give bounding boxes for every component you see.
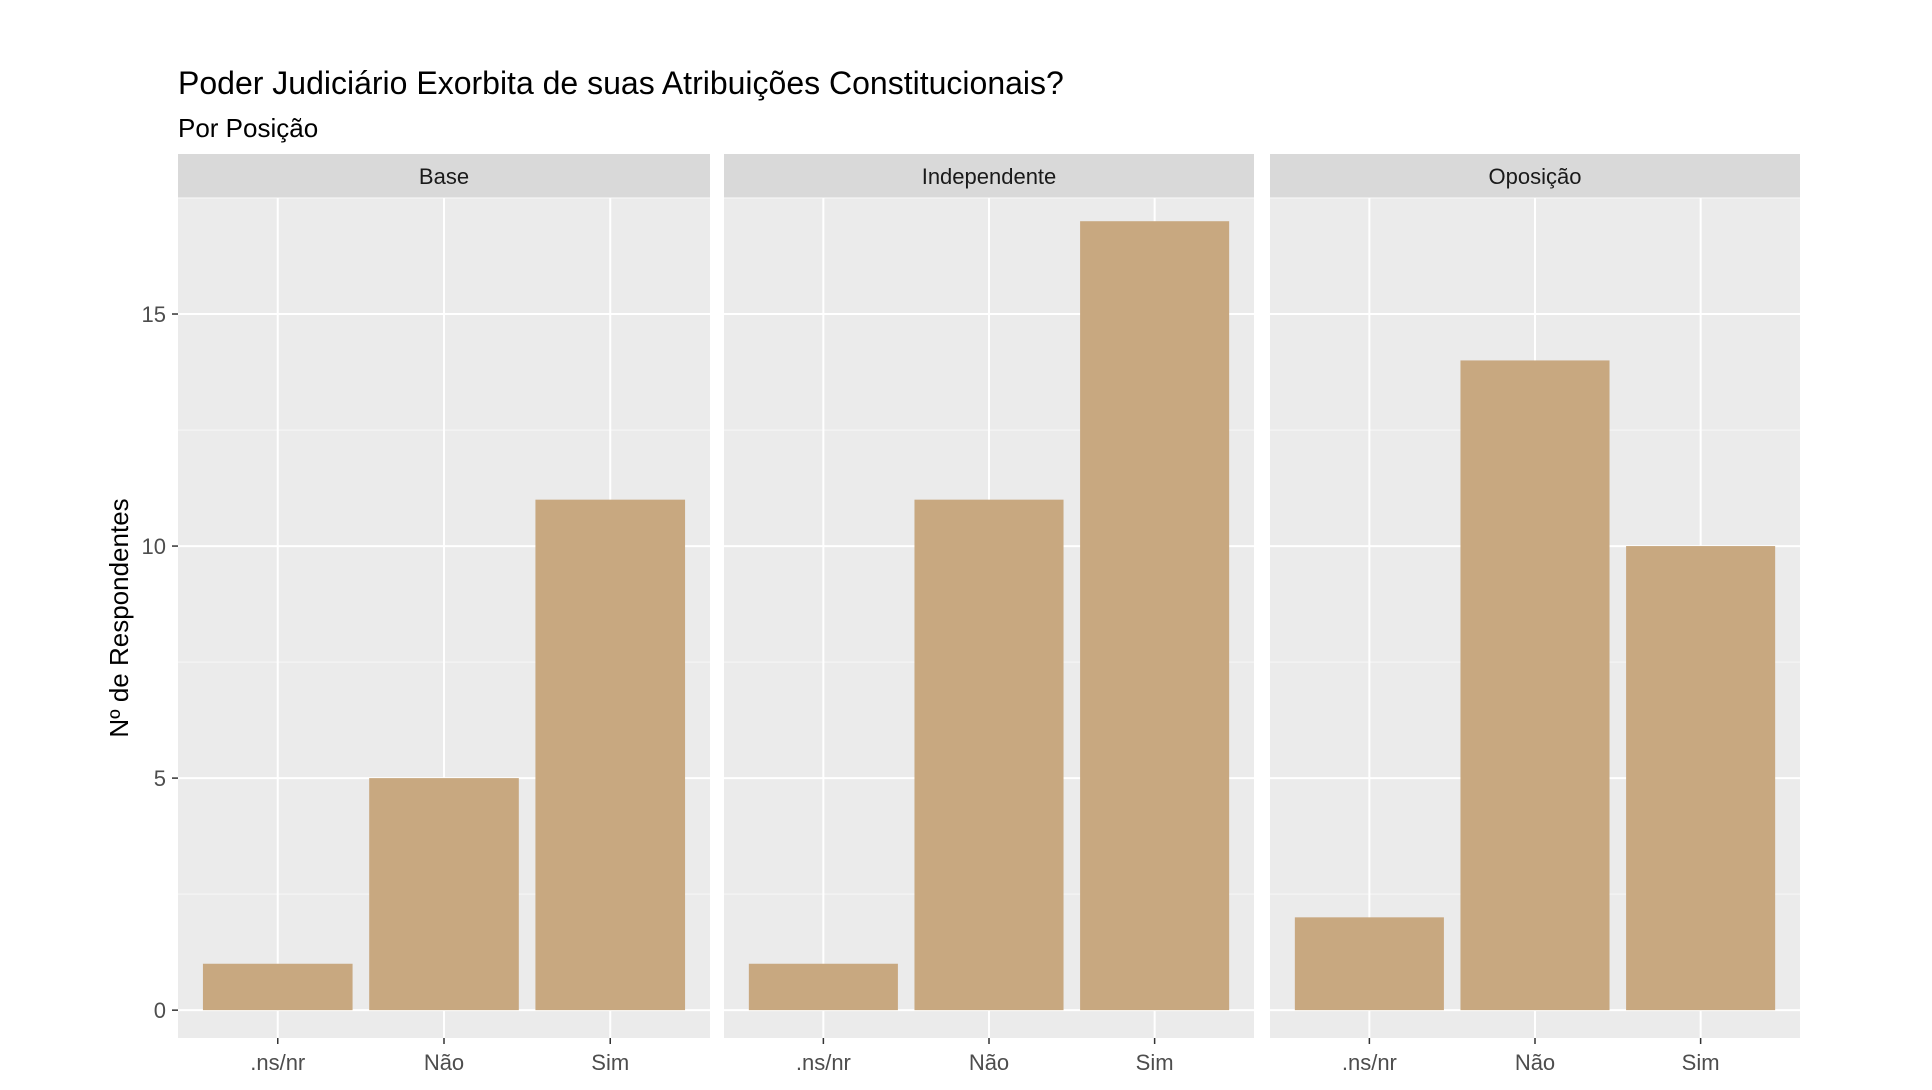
facet-strip <box>1270 154 1800 198</box>
bar-independente-sim <box>1080 221 1230 1011</box>
y-tick-label: 10 <box>142 534 166 559</box>
x-tick-label: Não <box>1515 1050 1555 1075</box>
y-axis-title: Nº de Respondentes <box>104 498 134 737</box>
y-tick-label: 0 <box>154 998 166 1023</box>
facet-label: Oposição <box>1489 164 1582 189</box>
bar-independente-nsnr <box>748 963 898 1011</box>
facet-label: Independente <box>922 164 1057 189</box>
y-axis: 0 5 10 15 <box>142 302 178 1023</box>
bar-base-no <box>369 778 519 1011</box>
x-tick-label: Sim <box>591 1050 629 1075</box>
x-tick-label: Não <box>424 1050 464 1075</box>
chart-subtitle: Por Posição <box>178 113 318 143</box>
bar-oposição-sim <box>1626 546 1776 1011</box>
facet-panel: Base .ns/nr Não Sim <box>178 154 710 1075</box>
bar-oposição-no <box>1460 360 1610 1011</box>
x-tick-label: Não <box>969 1050 1009 1075</box>
bar-oposição-nsnr <box>1294 917 1444 1011</box>
y-tick-label: 15 <box>142 302 166 327</box>
bar-base-nsnr <box>202 963 353 1011</box>
facet-strip <box>178 154 710 198</box>
x-tick-label: .ns/nr <box>250 1050 305 1075</box>
facet-strip <box>724 154 1254 198</box>
x-tick-label: Sim <box>1136 1050 1174 1075</box>
bar-base-sim <box>535 499 686 1011</box>
facet-panels: Base .ns/nr Não Sim Independente .ns/nr Não Sim… <box>178 154 1800 1075</box>
x-tick-label: .ns/nr <box>796 1050 851 1075</box>
x-tick-label: Sim <box>1682 1050 1720 1075</box>
facet-panel: Oposição .ns/nr Não Sim <box>1270 154 1800 1075</box>
y-tick-label: 5 <box>154 766 166 791</box>
chart-title: Poder Judiciário Exorbita de suas Atribu… <box>178 65 1064 101</box>
facet-label: Base <box>419 164 469 189</box>
x-tick-label: .ns/nr <box>1342 1050 1397 1075</box>
facet-panel: Independente .ns/nr Não Sim <box>724 154 1254 1075</box>
bar-independente-no <box>914 499 1064 1011</box>
